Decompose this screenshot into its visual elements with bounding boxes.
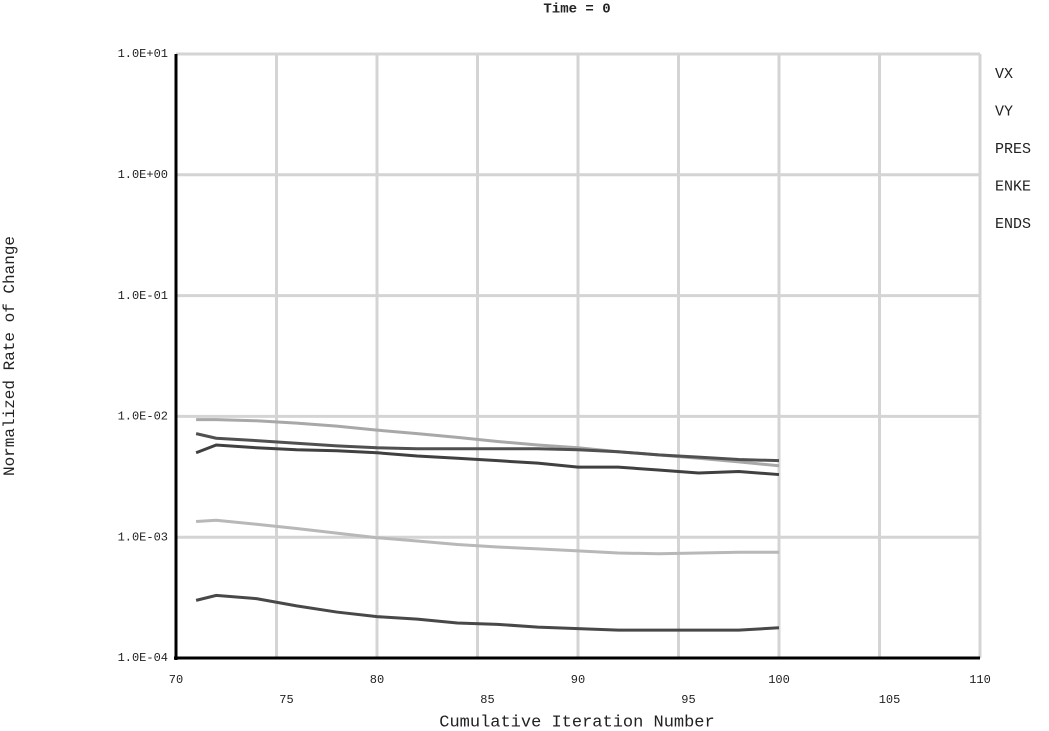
y-tick-label: 1.0E+01	[118, 47, 168, 61]
y-tick-label: 1.0E-04	[118, 651, 168, 665]
y-tick-label: 1.0E+00	[118, 168, 168, 182]
legend-label: VX	[995, 66, 1013, 83]
legend-label: PRES	[995, 141, 1031, 158]
series-line	[195, 593, 780, 632]
y-tick-label: 1.0E-01	[118, 289, 168, 303]
chart-title: Time = 0	[543, 2, 610, 18]
x-tick-label: 105	[879, 693, 901, 707]
x-tick-label: 85	[480, 693, 494, 707]
x-tick-label: 90	[571, 673, 585, 687]
legend-label: VY	[995, 103, 1013, 120]
series-line	[195, 432, 780, 463]
x-tick-label: 100	[768, 673, 790, 687]
x-axis-label: Cumulative Iteration Number	[439, 713, 714, 731]
x-tick-label: 110	[969, 673, 991, 687]
series-line	[196, 518, 779, 556]
legend-label: ENKE	[995, 178, 1031, 195]
x-tick-label: 80	[370, 673, 384, 687]
x-tick-label: 70	[169, 673, 183, 687]
legend-label: ENDS	[995, 216, 1031, 233]
x-tick-label: 75	[279, 693, 293, 707]
y-tick-label: 1.0E-02	[118, 410, 168, 424]
y-tick-label: 1.0E-03	[118, 530, 168, 544]
x-tick-label: 95	[681, 693, 695, 707]
y-axis-label: Normalized Rate of Change	[1, 236, 19, 476]
series-line	[195, 443, 780, 477]
